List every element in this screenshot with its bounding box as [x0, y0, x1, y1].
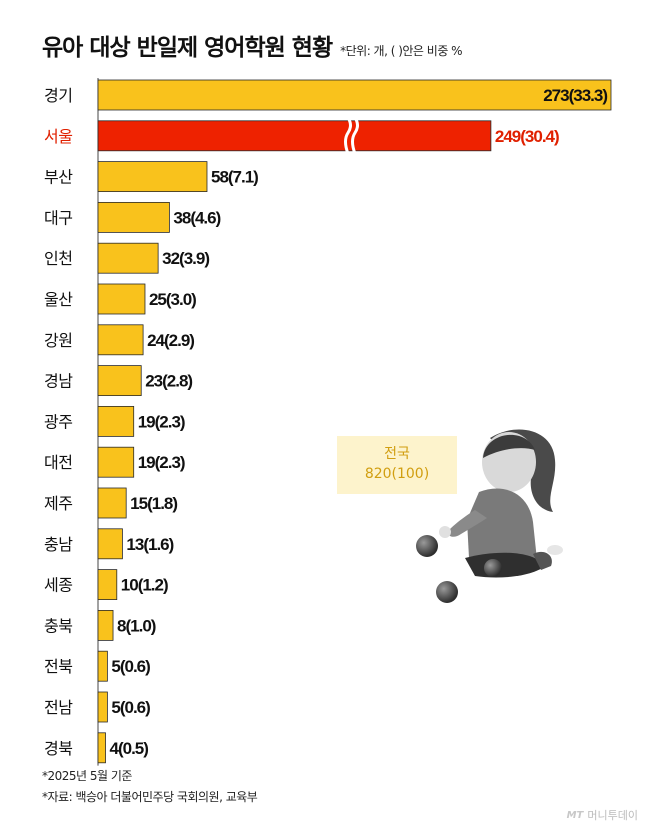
child-playing-illustration: [416, 429, 563, 603]
value-label-대전: 19(2.3): [138, 453, 185, 472]
title-row: 유아 대상 반일제 영어학원 현황 *단위: 개, ( )안은 비중 %: [42, 28, 463, 62]
publisher-logo: MT 머니투데이: [567, 807, 638, 823]
bar-광주: [97, 405, 135, 437]
bar-경기: [97, 79, 612, 111]
logo-mark: MT: [566, 809, 584, 821]
bar-서울: [97, 120, 492, 152]
category-label-대구: 대구: [44, 208, 72, 227]
value-label-강원: 24(2.9): [147, 331, 194, 350]
bar-강원: [97, 324, 144, 356]
bar-전남: [97, 691, 108, 723]
bar-전북: [97, 650, 108, 682]
value-label-제주: 15(1.8): [130, 494, 177, 513]
bar-충북: [97, 610, 114, 641]
category-label-경북: 경북: [44, 739, 72, 758]
value-label-서울: 249(30.4): [495, 127, 559, 146]
category-label-제주: 제주: [44, 494, 72, 513]
category-label-강원: 강원: [44, 331, 72, 350]
bar-대구: [97, 201, 170, 233]
national-total-value: 820(100): [364, 466, 430, 482]
unit-note: *단위: 개, ( )안은 비중 %: [340, 44, 463, 58]
national-total-label: 전국: [384, 446, 410, 462]
bar-울산: [97, 283, 146, 315]
category-label-인천: 인천: [44, 249, 72, 268]
ball-2: [436, 581, 458, 603]
value-label-경북: 4(0.5): [110, 739, 149, 758]
category-label-서울: 서울: [44, 127, 72, 146]
ball-1: [416, 535, 438, 557]
value-label-경기: 273(33.3): [543, 86, 607, 105]
category-label-광주: 광주: [44, 412, 72, 431]
value-label-인천: 32(3.9): [162, 249, 209, 268]
category-label-경남: 경남: [44, 372, 73, 391]
category-label-대전: 대전: [44, 453, 72, 472]
ball-3: [484, 559, 502, 577]
value-label-대구: 38(4.6): [173, 208, 220, 227]
category-label-전북: 전북: [44, 657, 72, 676]
logo-name: 머니투데이: [587, 809, 638, 822]
bar-충남: [97, 528, 123, 560]
category-label-부산: 부산: [44, 168, 73, 187]
bar-인천: [97, 242, 159, 274]
bar-부산: [97, 161, 208, 193]
value-label-전북: 5(0.6): [111, 657, 150, 676]
category-label-전남: 전남: [44, 698, 73, 717]
category-label-경기: 경기: [44, 86, 72, 105]
bar-경남: [97, 365, 142, 397]
value-label-울산: 25(3.0): [149, 290, 196, 309]
date-note: *2025년 5월 기준: [42, 769, 132, 783]
value-label-전남: 5(0.6): [111, 698, 150, 717]
bar-대전: [97, 446, 135, 478]
value-label-경남: 23(2.8): [145, 372, 192, 391]
value-label-세종: 10(1.2): [121, 576, 168, 595]
value-label-충북: 8(1.0): [117, 616, 156, 635]
source-note: *자료: 백승아 더불어민주당 국회의원, 교육부: [42, 790, 258, 804]
category-label-충남: 충남: [44, 535, 73, 554]
value-label-광주: 19(2.3): [138, 412, 185, 431]
value-label-충남: 13(1.6): [126, 535, 173, 554]
national-total-callout: 전국 820(100): [337, 436, 457, 494]
category-label-세종: 세종: [44, 576, 72, 595]
bar-제주: [97, 487, 127, 519]
bar-세종: [97, 569, 118, 600]
value-label-부산: 58(7.1): [211, 168, 258, 187]
footnotes: *2025년 5월 기준 *자료: 백승아 더불어민주당 국회의원, 교육부: [42, 766, 258, 808]
category-label-충북: 충북: [44, 616, 72, 635]
chart-title: 유아 대상 반일제 영어학원 현황: [42, 35, 333, 61]
bar-경북: [97, 732, 106, 764]
category-label-울산: 울산: [44, 290, 73, 309]
axis-break-marker: [344, 116, 359, 155]
